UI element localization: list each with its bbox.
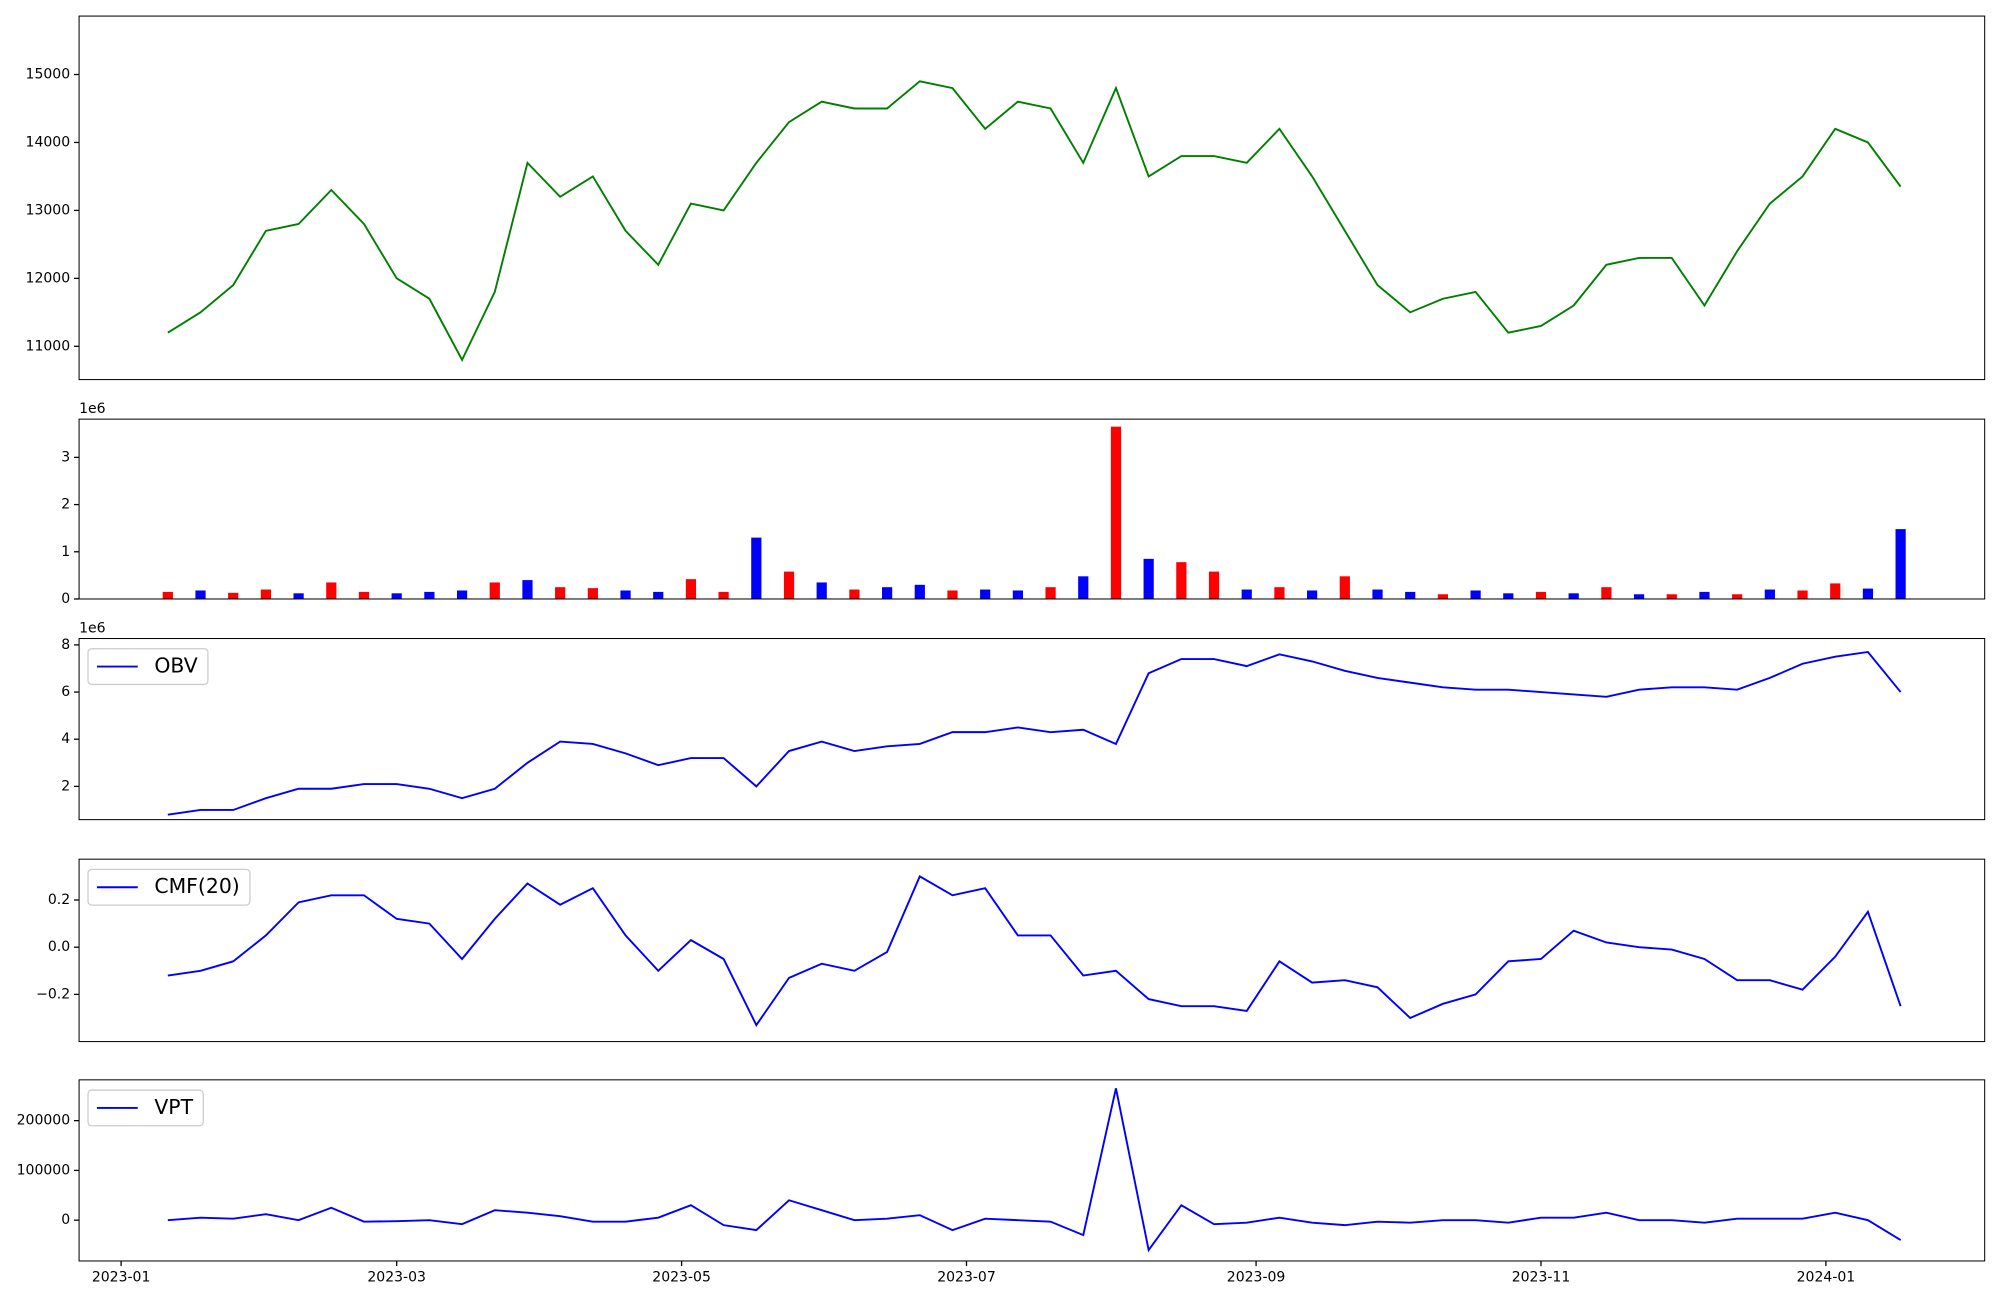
legend-box (87, 868, 251, 906)
series-line (167, 650, 1902, 816)
bar (1045, 587, 1056, 599)
bar (1503, 593, 1514, 599)
y-tick-label: 200000 (17, 1113, 71, 1129)
bar (1830, 583, 1841, 599)
bar (1437, 594, 1449, 599)
plot-frame (78, 858, 1986, 1043)
bar (1764, 589, 1775, 599)
bar (1568, 593, 1579, 599)
bar (718, 591, 729, 599)
bar (195, 590, 206, 599)
y-tick-label: 0 (61, 1212, 70, 1228)
bar (1405, 591, 1416, 599)
legend-label: VPT (154, 1095, 193, 1119)
bar (162, 591, 173, 599)
bar (358, 591, 370, 599)
bar (522, 580, 533, 599)
bar (1895, 529, 1906, 599)
x-tick-label: 2023-01 (92, 1270, 151, 1286)
legend-box (87, 1089, 204, 1127)
bar (1535, 591, 1547, 599)
y-tick-label: 100000 (17, 1162, 71, 1178)
bar (456, 590, 468, 599)
y-offset-label: 1e6 (79, 401, 106, 417)
bar (587, 588, 598, 599)
y-tick-label: 8 (61, 637, 70, 653)
x-tick-label: 2024-01 (1797, 1270, 1856, 1286)
y-tick-label: 11000 (26, 338, 71, 354)
x-tick-label: 2023-09 (1227, 1270, 1286, 1286)
bar (685, 579, 697, 599)
y-tick-label: 3 (61, 449, 70, 465)
bar (260, 589, 272, 599)
bar (1699, 591, 1710, 599)
plot-frame (78, 638, 1986, 821)
bar (1633, 594, 1645, 599)
bar (1601, 587, 1612, 599)
bar (1862, 588, 1874, 599)
bar (1274, 587, 1285, 599)
series-line (167, 80, 1902, 362)
bar (914, 584, 925, 599)
bar (1372, 589, 1383, 599)
bar (1110, 426, 1122, 599)
bar (1307, 590, 1318, 599)
legend-box (87, 648, 209, 686)
x-tick-label: 2023-07 (937, 1270, 996, 1286)
y-tick-label: −0.2 (36, 986, 70, 1002)
bar (1666, 594, 1677, 599)
bar (1208, 571, 1220, 599)
bar (424, 591, 435, 599)
bar (326, 582, 337, 599)
bar (1732, 594, 1743, 599)
bar (555, 587, 566, 599)
y-tick-label: 1 (61, 544, 70, 560)
bar (881, 587, 893, 599)
y-tick-label: 2 (61, 778, 70, 794)
x-tick-label: 2023-03 (367, 1270, 426, 1286)
bar (293, 593, 304, 599)
y-tick-label: 13000 (26, 202, 71, 218)
bar (751, 537, 762, 599)
bar (980, 589, 991, 599)
bar (1143, 558, 1154, 599)
bar (228, 592, 239, 599)
plot-frame (78, 418, 1986, 600)
bar (620, 590, 631, 599)
y-offset-label: 1e6 (79, 620, 106, 636)
y-tick-label: 4 (61, 731, 70, 747)
series-line (167, 1088, 1902, 1253)
y-tick-label: 12000 (26, 270, 71, 286)
y-tick-label: 0 (61, 591, 70, 607)
legend-label: OBV (154, 654, 197, 678)
bar (1241, 589, 1252, 599)
bar (1012, 590, 1023, 599)
bar (1339, 576, 1350, 599)
y-tick-label: 0.2 (48, 892, 70, 908)
series-line (167, 875, 1902, 1027)
bar (1078, 576, 1089, 599)
bar (1176, 562, 1187, 599)
bar (1797, 590, 1808, 599)
bar (489, 582, 500, 599)
x-tick-label: 2023-05 (652, 1270, 711, 1286)
y-tick-label: 14000 (26, 134, 71, 150)
bar (849, 589, 860, 599)
plot-frame (78, 15, 1986, 381)
plot-frame (78, 1079, 1986, 1262)
bar (1470, 590, 1481, 599)
bar (391, 593, 402, 599)
y-tick-label: 2 (61, 497, 70, 513)
y-tick-label: 0.0 (48, 939, 70, 955)
x-tick-label: 2023-11 (1512, 1270, 1571, 1286)
bar (783, 571, 795, 599)
bar (653, 591, 664, 599)
legend-label: CMF(20) (154, 874, 239, 898)
bar (816, 582, 827, 599)
bar (947, 590, 958, 599)
y-tick-label: 15000 (26, 67, 71, 83)
y-tick-label: 6 (61, 684, 70, 700)
